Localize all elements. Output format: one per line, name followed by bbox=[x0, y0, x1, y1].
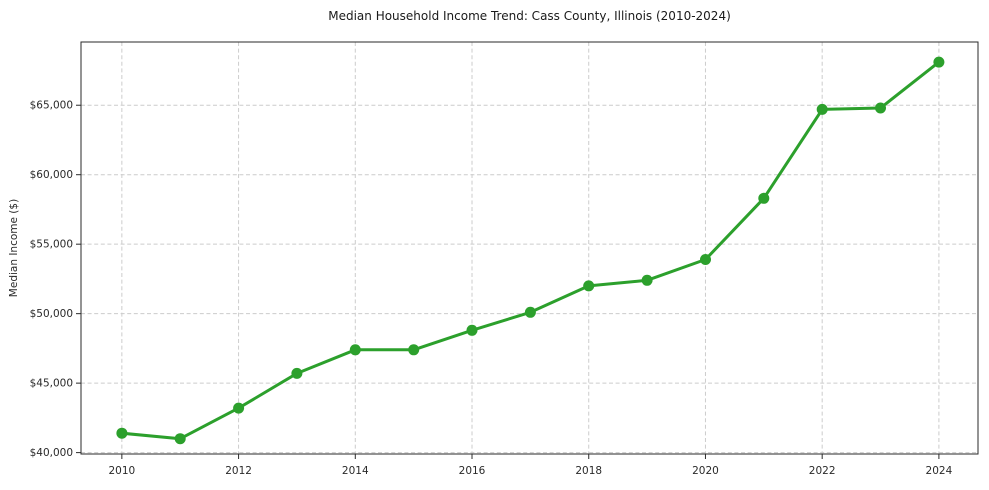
chart-title: Median Household Income Trend: Cass Coun… bbox=[328, 9, 731, 23]
data-point-2017 bbox=[524, 306, 536, 318]
x-tick-label: 2024 bbox=[926, 465, 953, 477]
y-tick-label: $40,000 bbox=[30, 447, 73, 459]
data-point-2014 bbox=[349, 344, 361, 356]
x-tick-label: 2020 bbox=[692, 465, 719, 477]
x-tick-label: 2010 bbox=[108, 465, 135, 477]
data-point-2015 bbox=[408, 344, 420, 356]
y-tick-label: $60,000 bbox=[30, 169, 73, 181]
data-point-2023 bbox=[875, 102, 886, 114]
data-point-2018 bbox=[583, 280, 595, 292]
plot-area-background bbox=[81, 42, 978, 454]
data-point-2016 bbox=[466, 324, 478, 336]
x-tick-label: 2014 bbox=[342, 465, 369, 477]
data-point-2019 bbox=[641, 274, 653, 286]
y-tick-label: $45,000 bbox=[30, 378, 73, 390]
data-point-2022 bbox=[816, 103, 828, 115]
x-tick-label: 2022 bbox=[809, 465, 836, 477]
x-tick-label: 2012 bbox=[225, 465, 252, 477]
data-point-2010 bbox=[116, 427, 128, 439]
data-point-2020 bbox=[700, 254, 711, 265]
data-point-2024 bbox=[933, 56, 945, 68]
y-tick-label: $50,000 bbox=[30, 308, 73, 320]
y-tick-label: $65,000 bbox=[30, 100, 73, 112]
x-tick-label: 2018 bbox=[575, 465, 602, 477]
data-point-2021 bbox=[758, 192, 770, 204]
data-point-2012 bbox=[233, 402, 245, 414]
data-point-2013 bbox=[291, 367, 303, 379]
data-point-2011 bbox=[174, 433, 186, 445]
plot-border bbox=[80, 41, 979, 455]
y-tick-label: $55,000 bbox=[30, 239, 73, 251]
x-tick-label: 2016 bbox=[459, 465, 486, 477]
